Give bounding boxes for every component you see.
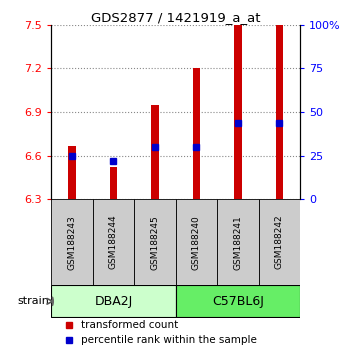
Text: DBA2J: DBA2J [94,295,133,308]
Bar [151,105,159,199]
Bar [51,199,93,285]
Text: GSM188243: GSM188243 [68,215,76,269]
Bar [217,199,258,285]
Text: GSM188242: GSM188242 [275,215,284,269]
Bar [110,167,117,199]
Bar [276,25,283,199]
Bar [134,199,176,285]
Bar [176,199,217,285]
Bar [234,25,241,199]
Text: GSM188245: GSM188245 [150,215,159,269]
Text: C57BL6J: C57BL6J [212,295,264,308]
Text: strain: strain [17,296,49,306]
Text: GSM188241: GSM188241 [233,215,242,269]
Bar [258,199,300,285]
Bar [51,285,176,317]
Bar [176,285,300,317]
Bar [93,199,134,285]
Text: percentile rank within the sample: percentile rank within the sample [81,335,257,345]
Title: GDS2877 / 1421919_a_at: GDS2877 / 1421919_a_at [91,11,261,24]
Text: transformed count: transformed count [81,320,178,330]
Bar [68,145,76,199]
Bar [193,68,200,199]
Text: GSM188244: GSM188244 [109,215,118,269]
Text: GSM188240: GSM188240 [192,215,201,269]
